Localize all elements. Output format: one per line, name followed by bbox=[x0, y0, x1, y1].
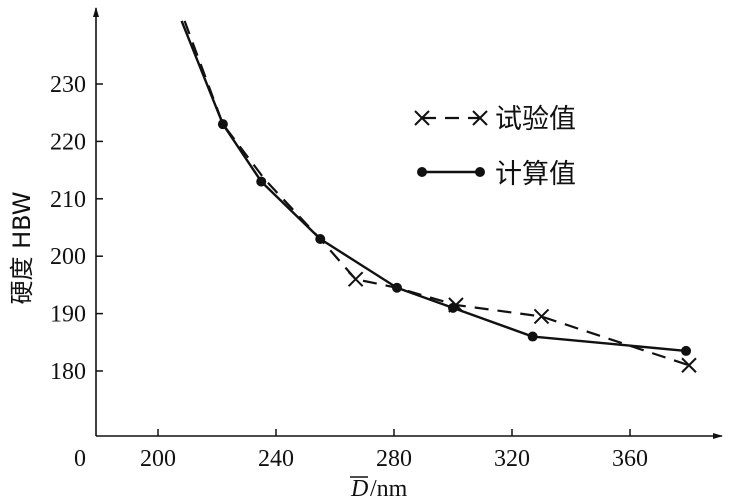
calc-point bbox=[315, 233, 326, 244]
legend-marker-calc-1 bbox=[417, 167, 427, 177]
test-point bbox=[533, 308, 550, 325]
x-axis-label: D bbox=[350, 476, 368, 501]
series-layer bbox=[180, 20, 697, 373]
y-tick-label: 180 bbox=[50, 359, 86, 385]
calc-point bbox=[527, 331, 538, 342]
series-line-calc bbox=[180, 20, 687, 353]
calc-point bbox=[681, 345, 692, 356]
calc-point bbox=[391, 282, 402, 293]
y-tick-label: 210 bbox=[50, 187, 86, 213]
calc-point bbox=[256, 176, 267, 187]
y-tick-label: 230 bbox=[50, 72, 86, 98]
x-tick-label: 280 bbox=[376, 446, 412, 472]
origin-label: 0 bbox=[74, 446, 86, 472]
x-tick-label: 360 bbox=[612, 446, 648, 472]
y-tick-label: 200 bbox=[50, 244, 86, 270]
legend-item-calc: 计算值 bbox=[417, 159, 576, 190]
x-axis-unit: /nm bbox=[370, 476, 408, 501]
legend-marker-test-1 bbox=[414, 110, 430, 126]
y-tick-label: 190 bbox=[50, 302, 86, 328]
axis-ticks: 200 240 280 320 360 180 190 200 210 220 230 bbox=[50, 72, 648, 472]
x-tick-label: 320 bbox=[494, 446, 530, 472]
series-line-test bbox=[183, 20, 690, 367]
x-tick-label: 240 bbox=[258, 446, 294, 472]
calc-point bbox=[448, 302, 458, 313]
test-point bbox=[681, 357, 697, 373]
x-axis-title: D /nm bbox=[350, 476, 408, 501]
legend-label-calc: 计算值 bbox=[495, 159, 576, 190]
legend-marker-calc-2 bbox=[475, 167, 485, 177]
legend-item-test: 试验值 bbox=[414, 104, 576, 135]
y-tick-label: 220 bbox=[50, 129, 86, 155]
calc-point bbox=[217, 119, 228, 130]
test-point bbox=[347, 271, 364, 287]
legend-marker-test-2 bbox=[472, 110, 488, 126]
legend: 试验值 计算值 bbox=[414, 104, 576, 190]
legend-label-test: 试验值 bbox=[495, 104, 576, 135]
y-axis-label: 硬度 HBW bbox=[8, 191, 36, 304]
x-tick-label: 200 bbox=[140, 446, 176, 472]
